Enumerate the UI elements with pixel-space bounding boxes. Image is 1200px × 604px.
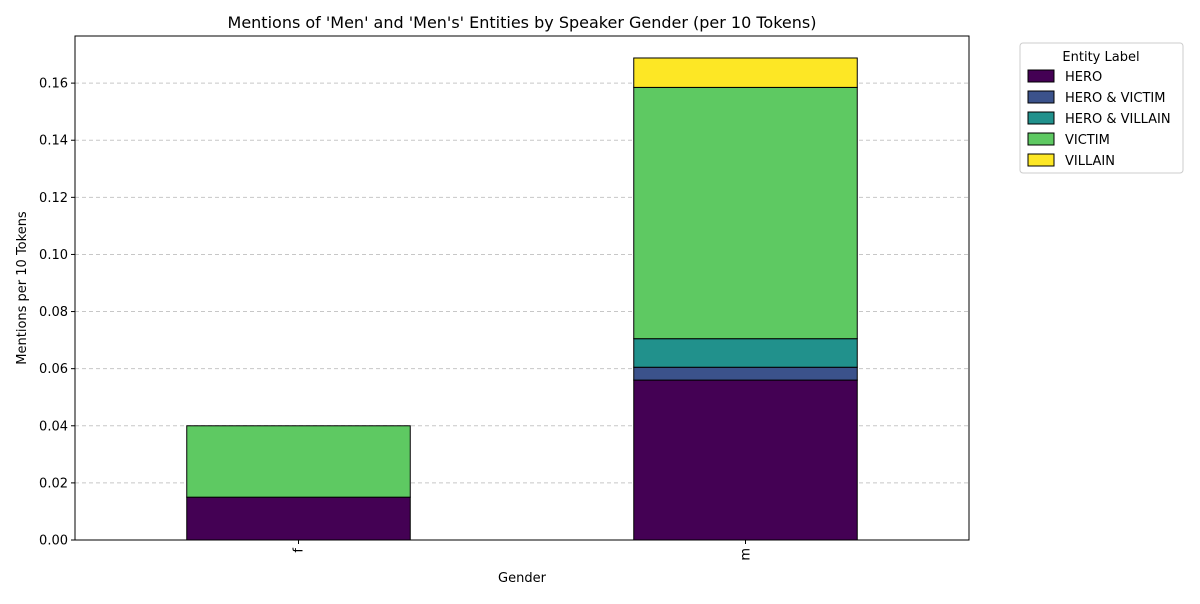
legend: Entity Label HERO HERO & VICTIM HERO & VIL… (1019, 42, 1184, 174)
plot-frame (74, 35, 970, 541)
legend-swatch (1027, 132, 1055, 146)
bar-segment-victim-f (186, 425, 411, 498)
bar-segment-hero-victim-m (633, 366, 858, 381)
y-tick-label: 0.06 (39, 362, 68, 377)
legend-label: HERO & VICTIM (1065, 91, 1165, 106)
bars-layer (186, 57, 858, 541)
bar-segment-hero-f (186, 496, 411, 541)
x-tick-label: f (292, 548, 307, 553)
y-axis-label: Mentions per 10 Tokens (15, 211, 30, 365)
legend-title: Entity Label (1062, 50, 1139, 65)
bar-segment-victim-m (633, 86, 858, 340)
y-tick-label: 0.16 (39, 77, 68, 92)
bar-segment-hero-m (633, 379, 858, 541)
bar-segment-hero-villain-m (633, 338, 858, 368)
y-axis: 0.00 0.02 0.04 0.06 0.08 0.10 0.12 0.14 0.16 (39, 77, 75, 549)
x-tick-label: m (739, 548, 754, 561)
legend-label: VILLAIN (1065, 154, 1115, 169)
legend-items: HERO HERO & VICTIM HERO & VILLAIN VICTIM VIL… (1027, 69, 1171, 169)
legend-swatch (1027, 69, 1055, 83)
x-axis-label: Gender (498, 571, 547, 586)
chart-title: Mentions of 'Men' and 'Men's' Entities b… (228, 13, 817, 32)
y-tick-label: 0.00 (39, 534, 68, 549)
legend-box (1019, 42, 1184, 174)
legend-swatch (1027, 111, 1055, 125)
y-tick-label: 0.08 (39, 305, 68, 320)
y-tick-label: 0.04 (39, 419, 68, 434)
legend-label: VICTIM (1065, 133, 1110, 148)
legend-label: HERO & VILLAIN (1065, 112, 1171, 127)
legend-label: HERO (1065, 70, 1102, 85)
legend-swatch (1027, 90, 1055, 104)
bar-segment-villain-m (633, 57, 858, 88)
y-tick-label: 0.12 (39, 191, 68, 206)
y-tick-label: 0.02 (39, 476, 68, 491)
y-tick-label: 0.14 (39, 134, 68, 149)
legend-swatch (1027, 153, 1055, 167)
y-tick-label: 0.10 (39, 248, 68, 263)
